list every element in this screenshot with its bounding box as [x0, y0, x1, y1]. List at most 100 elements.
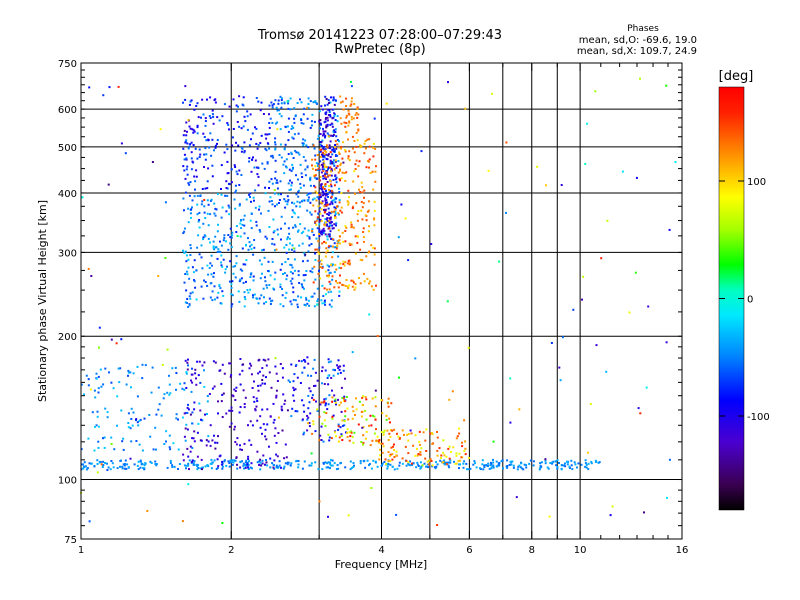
data-point	[328, 102, 330, 104]
data-point	[151, 161, 154, 163]
data-point	[233, 428, 236, 431]
data-point	[278, 154, 281, 156]
data-point	[307, 422, 310, 425]
data-point	[301, 142, 304, 145]
data-point	[207, 237, 210, 240]
data-point	[353, 464, 355, 467]
data-point	[335, 197, 338, 200]
data-point	[377, 440, 380, 443]
data-point	[453, 460, 455, 463]
data-point	[307, 407, 310, 410]
data-point	[316, 303, 319, 306]
data-point	[328, 274, 330, 277]
data-point	[193, 408, 196, 411]
data-point	[209, 132, 212, 135]
data-point	[344, 148, 347, 151]
data-point	[290, 184, 293, 187]
data-point	[412, 444, 415, 447]
data-point	[336, 165, 339, 168]
data-point	[311, 267, 314, 270]
data-point	[251, 158, 253, 161]
data-point	[321, 214, 324, 217]
data-point	[230, 461, 233, 464]
data-point	[345, 122, 348, 124]
data-point	[305, 296, 308, 299]
data-point	[320, 425, 323, 428]
data-point	[302, 156, 305, 158]
data-point	[319, 133, 322, 135]
data-point	[298, 201, 301, 204]
data-point	[107, 466, 110, 469]
data-point	[266, 161, 269, 164]
data-point	[319, 212, 322, 215]
data-point	[188, 304, 191, 307]
data-point	[211, 290, 214, 293]
data-point	[297, 270, 300, 273]
data-point	[362, 443, 364, 446]
data-point	[139, 459, 142, 462]
data-point	[291, 125, 294, 128]
data-point	[329, 230, 332, 233]
data-point	[361, 396, 364, 399]
data-point	[331, 153, 334, 156]
data-point	[184, 85, 187, 88]
data-point	[195, 298, 198, 301]
data-point	[434, 467, 437, 470]
data-point	[560, 467, 563, 470]
data-point	[329, 245, 332, 248]
data-point	[295, 174, 297, 177]
data-point	[320, 401, 323, 404]
data-point	[216, 230, 219, 233]
data-point	[309, 126, 312, 129]
data-point	[214, 361, 217, 364]
data-point	[299, 182, 302, 185]
data-point	[318, 194, 321, 197]
data-point	[382, 445, 385, 448]
data-point	[300, 122, 303, 125]
data-point	[345, 97, 348, 100]
data-point	[191, 447, 194, 449]
data-point	[320, 299, 323, 302]
data-point	[325, 176, 328, 179]
data-point	[352, 281, 355, 284]
data-point	[333, 168, 336, 171]
data-point	[291, 168, 294, 171]
data-point	[233, 388, 236, 391]
data-point	[196, 360, 199, 363]
data-point	[209, 444, 212, 447]
data-point	[464, 440, 467, 443]
data-point	[248, 460, 250, 463]
data-point	[312, 144, 315, 147]
data-point	[299, 223, 302, 226]
data-point	[492, 440, 495, 443]
data-point	[323, 229, 326, 232]
data-point	[254, 408, 257, 411]
data-point	[337, 146, 340, 149]
data-point	[405, 464, 408, 467]
data-point	[283, 172, 286, 175]
data-point	[354, 286, 357, 289]
data-point	[201, 419, 204, 422]
data-point	[275, 106, 278, 109]
data-point	[104, 367, 107, 370]
data-point	[314, 158, 317, 161]
data-point	[324, 233, 327, 236]
data-point	[498, 462, 501, 465]
data-point	[250, 364, 253, 367]
data-point	[259, 426, 262, 429]
data-point	[266, 142, 269, 145]
data-point	[308, 236, 311, 239]
data-point	[313, 305, 316, 308]
data-point	[279, 268, 282, 271]
data-point	[330, 168, 333, 170]
data-point	[234, 184, 237, 187]
data-point	[261, 272, 263, 275]
data-point	[247, 468, 250, 470]
data-point	[302, 122, 305, 125]
data-point	[240, 174, 243, 176]
data-point	[251, 387, 254, 389]
data-point	[356, 106, 359, 109]
data-point	[319, 122, 322, 125]
data-point	[458, 459, 461, 462]
data-point	[373, 224, 376, 227]
